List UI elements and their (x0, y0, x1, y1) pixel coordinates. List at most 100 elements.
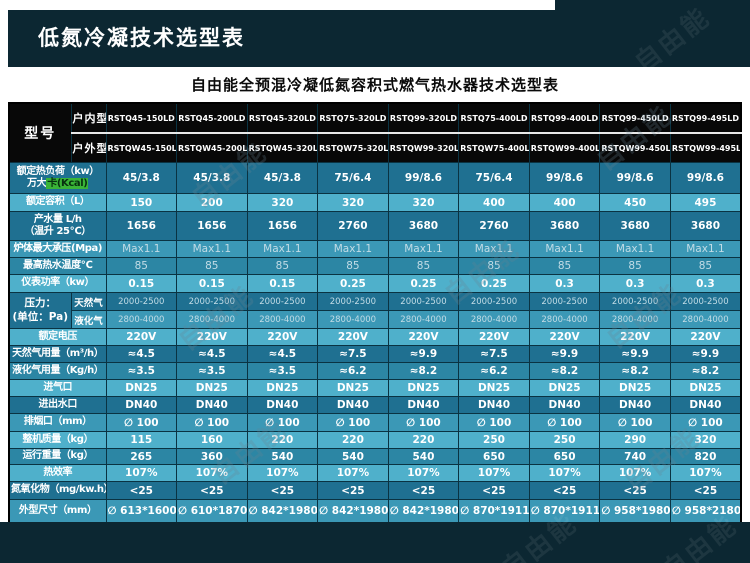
spec-value: Max1.1 (599, 240, 671, 258)
spec-value: ∅ 100 (105, 413, 178, 432)
spec-value: 150 (105, 193, 178, 212)
row-label-operating-weight: 运行重量（kg） (8, 448, 107, 465)
spec-value: 2800-4000 (176, 310, 248, 329)
spec-row-operating-weight: 运行重量（kg） 265 360 540 540 540 650 650 740 820 (8, 448, 742, 465)
spec-value: <25 (528, 481, 601, 500)
spec-value: <25 (387, 481, 460, 500)
spec-value: DN40 (528, 396, 601, 414)
spec-value: 740 (599, 448, 671, 465)
spec-row-lpg-consumption: 液化气用量（Kg/h） ≈3.5 ≈3.5 ≈3.5 ≈6.2 ≈8.2 ≈6.2 ≈8.2 ≈… (8, 362, 742, 380)
spec-value: ∅ 100 (176, 413, 248, 432)
spec-value: DN40 (176, 396, 248, 414)
row-label-thermal-efficiency: 热效率 (8, 464, 107, 482)
spec-value: 250 (458, 431, 530, 449)
spec-value: DN25 (387, 379, 460, 397)
row-label-gas-inlet: 进气口 (8, 379, 107, 397)
spec-value: DN40 (458, 396, 530, 414)
spec-value: 220V (458, 328, 530, 346)
row-label-meter-power: 仪表功率（kw） (8, 274, 107, 293)
spec-value: DN40 (599, 396, 671, 414)
spec-row-thermal-efficiency: 热效率 107% 107% 107% 107% 107% 107% 107% 107% 107% (8, 464, 742, 482)
spec-value: 2800-4000 (105, 310, 178, 329)
outdoor-model: RSTQW45-150LD (105, 132, 178, 163)
spec-value: DN25 (458, 379, 530, 397)
spec-value: ≈8.2 (669, 362, 742, 380)
row-label-text: 氮氧化物（mg/kw.h） (11, 484, 106, 496)
spec-value: ∅ 100 (599, 413, 671, 432)
spec-value: 540 (317, 448, 389, 465)
row-label-dimensions: 外型尺寸（mm） (8, 499, 107, 524)
page-title: 低氮冷凝技术选型表 (38, 26, 245, 50)
model-column-header: 型号 (8, 102, 72, 163)
spec-value: 820 (669, 448, 742, 465)
kcal-highlight: 卡(Kcal) (46, 178, 89, 189)
spec-value: 45/3.8 (176, 162, 248, 194)
spec-value: <25 (317, 481, 389, 500)
spec-value: 75/6.4 (458, 162, 530, 194)
row-label-text: 整机质量（kg） (22, 433, 94, 445)
spec-value: Max1.1 (528, 240, 601, 258)
row-label-text: 液化气用量（Kg/h） (12, 364, 104, 376)
outdoor-type-label: 户外型 (70, 132, 107, 163)
outdoor-model: RSTQW99-320LD (387, 132, 460, 163)
indoor-model: RSTQ45-150LD (105, 102, 178, 134)
spec-value: 2000-2500 (458, 292, 530, 311)
outdoor-model: RSTQW45-200LD (176, 132, 248, 163)
spec-value: ≈7.5 (317, 345, 389, 363)
spec-value: 220V (105, 328, 178, 346)
spec-value: 3680 (387, 211, 460, 241)
spec-value: ∅ 100 (528, 413, 601, 432)
spec-row-machine-weight: 整机质量（kg） 115 160 220 220 220 250 250 290 320 (8, 431, 742, 449)
spec-value: ≈9.9 (599, 345, 671, 363)
spec-value: 160 (176, 431, 248, 449)
spec-row-meter-power: 仪表功率（kw） 0.15 0.15 0.15 0.25 0.25 0.25 0.3 0.3 0.… (8, 274, 742, 293)
spec-row-flue-outlet: 排烟口（mm） ∅ 100 ∅ 100 ∅ 100 ∅ 100 ∅ 100 ∅ 100 ∅ 1… (8, 413, 742, 432)
spec-row-rated-voltage: 额定电压 220V 220V 220V 220V 220V 220V 220V 220V 220V (8, 328, 742, 346)
spec-value: ∅ 610*1870 (176, 499, 248, 524)
spec-value: 85 (317, 257, 389, 275)
spec-value: ≈8.2 (528, 362, 601, 380)
spec-value: 2800-4000 (599, 310, 671, 329)
pressure-group-label: 压力： (单位：Pa) (8, 292, 72, 329)
spec-value: DN25 (317, 379, 389, 397)
indoor-model: RSTQ99-495LD (669, 102, 742, 134)
row-label-text: 天然气用量（m³/h） (12, 347, 104, 359)
spec-value: 220V (528, 328, 601, 346)
spec-value: 107% (458, 464, 530, 482)
spec-value: ∅ 100 (458, 413, 530, 432)
row-label-text: 产水量 L/h (33, 213, 82, 225)
spec-value: 0.3 (528, 274, 601, 293)
spec-row-dimensions: 外型尺寸（mm） ∅ 613*1600 ∅ 610*1870 ∅ 842*1980 ∅ … (8, 499, 742, 524)
spec-row-rated-volume: 额定容积（L） 150 200 320 320 320 400 400 450 495 (8, 193, 742, 212)
spec-value: DN40 (387, 396, 460, 414)
spec-value: ≈4.5 (176, 345, 248, 363)
spec-value: 0.15 (105, 274, 178, 293)
spec-value: 1656 (105, 211, 178, 241)
spec-value: 45/3.8 (105, 162, 178, 194)
spec-value: 2000-2500 (246, 292, 319, 311)
spec-value: 0.15 (176, 274, 248, 293)
corner-decor (555, 0, 750, 11)
spec-value: <25 (458, 481, 530, 500)
row-label-natural-gas-consumption: 天然气用量（m³/h） (8, 345, 107, 363)
spec-value: 107% (317, 464, 389, 482)
spec-value: 75/6.4 (317, 162, 389, 194)
row-sublabel-pressure-natural-gas: 天然气 (70, 292, 107, 311)
spec-value: 320 (387, 193, 460, 212)
spec-value: 200 (176, 193, 248, 212)
row-label-machine-weight: 整机质量（kg） (8, 431, 107, 449)
spec-value: 2800-4000 (528, 310, 601, 329)
outdoor-model: RSTQW99-495LD (669, 132, 742, 163)
spec-value: 2800-4000 (317, 310, 389, 329)
spec-value: ≈7.5 (458, 345, 530, 363)
spec-value: DN25 (105, 379, 178, 397)
spec-value: 320 (669, 431, 742, 449)
row-label-rated-volume: 额定容积（L） (8, 193, 107, 212)
spec-value: DN40 (317, 396, 389, 414)
spec-row-max-water-temp: 最高热水温度℃ 85 85 85 85 85 85 85 85 85 (8, 257, 742, 275)
spec-value: ∅ 842*1980 (387, 499, 460, 524)
spec-value: 2760 (458, 211, 530, 241)
spec-value: <25 (599, 481, 671, 500)
spec-value: 85 (246, 257, 319, 275)
